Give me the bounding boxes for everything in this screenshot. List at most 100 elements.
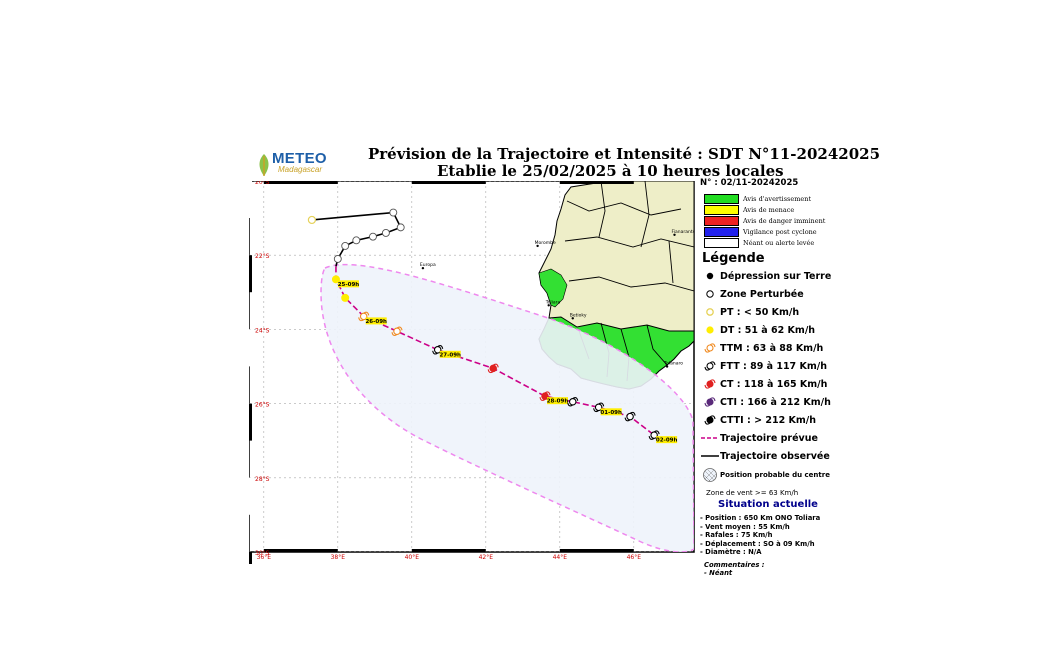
place-label: Betioky — [570, 312, 587, 318]
place-dot — [571, 317, 574, 320]
logo-text: METEO — [272, 150, 327, 167]
legend-label: TTM : 63 à 88 Km/h — [720, 342, 824, 354]
situation-title: Situation actuelle — [718, 499, 818, 510]
observed-position-marker — [389, 208, 398, 217]
place-label: Tolanaro — [663, 361, 683, 367]
yellow-dot-icon — [706, 326, 714, 334]
forecast-time-box — [600, 408, 622, 416]
open-circle-icon — [706, 290, 714, 298]
warning-zone-west — [538, 268, 568, 308]
place-label: Fianarantsoa — [672, 229, 698, 235]
logo-leaf-icon — [259, 154, 269, 176]
alert-row: Néant ou alerte levée — [704, 237, 845, 248]
legend-item: Trajectoire observée — [700, 447, 845, 465]
legend-items: Dépression sur Terre Zone Perturbée PT : <… — [700, 267, 845, 485]
legend-item: Position probable du centre — [700, 465, 845, 485]
lon-tick-label: 42°E — [479, 554, 494, 561]
alert-label: Vigilance post cyclone — [743, 227, 817, 236]
observed-position-marker — [352, 236, 361, 245]
alert-swatch — [704, 193, 739, 204]
legend-label: PT : < 50 Km/h — [720, 306, 800, 318]
place-dot — [536, 244, 539, 248]
forecast-time-box — [337, 280, 359, 288]
alert-swatch — [704, 237, 739, 248]
filled-dot-icon — [706, 272, 714, 280]
observed-position-marker — [381, 228, 390, 237]
forecast-map[interactable]: Europa Morombe Toliara Betioky Tolanaro Fiana… — [249, 181, 697, 564]
place-labels: Europa Morombe Toliara Betioky Tolanaro Fiana… — [420, 229, 698, 368]
border-tick — [411, 181, 486, 184]
forecast-markers: 25-09h 26-09h 27-09h 28-09h 01-09h 02-09h — [307, 208, 677, 444]
lat-tick-label: 26°S — [255, 402, 270, 409]
legend-label: Trajectoire observée — [720, 450, 830, 462]
border-tick — [411, 549, 486, 552]
forecast-time-box — [365, 317, 387, 325]
forecast-time-box — [439, 350, 461, 358]
situation-movement: - Déplacement : SO à 09 Km/h — [700, 539, 815, 548]
cyclone-marker — [432, 345, 444, 355]
place-dot — [547, 304, 550, 307]
forecast-time-label: 01-09h — [600, 410, 622, 416]
comments-value: - Néant — [704, 568, 733, 577]
legend-label: CT : 118 à 165 Km/h — [720, 378, 828, 390]
legend-title: Légende — [702, 251, 765, 266]
legend-item: CTI : 166 à 212 Km/h — [700, 393, 845, 411]
situation-diameter: - Diamètre : N/A — [700, 548, 762, 556]
situation-mean-wind: - Vent moyen : 55 Km/h — [700, 522, 790, 531]
legend-item: Dépression sur Terre — [700, 267, 845, 285]
cyclone-marker — [648, 430, 660, 440]
lon-tick-label: 36°E — [257, 554, 272, 561]
alert-label: Avis de menace — [743, 205, 795, 214]
legend-label: DT : 51 à 62 Km/h — [720, 324, 816, 336]
lon-tick-label: 44°E — [553, 554, 568, 561]
lat-tick-label: 22°S — [255, 253, 270, 260]
lon-tick-label: 38°E — [331, 554, 346, 561]
alert-row: Avis de danger imminent — [704, 215, 845, 226]
axis-tick-labels: 36°E 38°E 40°E 42°E 44°E 46°E 20°S 22°S 24°S 26°S… — [255, 181, 641, 561]
observed-position-marker — [396, 223, 405, 232]
chart-subtitle: Etablie le 25/02/2025 à 10 heures locale… — [437, 162, 784, 180]
border-tick — [249, 477, 252, 515]
border-tick — [249, 552, 252, 564]
lat-tick-label: 20°S — [255, 181, 270, 186]
alert-swatch — [704, 215, 739, 226]
cyclone-orange-open-icon — [704, 343, 716, 353]
cyclone-black-icon — [704, 415, 716, 425]
observed-position-marker — [341, 241, 350, 250]
yellow-ring-icon — [706, 308, 714, 316]
legend-label: CTI : 166 à 212 Km/h — [720, 396, 831, 408]
cyclone-marker — [593, 402, 605, 413]
legend-panel: N° : 02/11-20242025 Avis d'avertissement… — [700, 178, 845, 577]
border-tick — [249, 181, 252, 218]
observed-position-marker — [368, 232, 377, 241]
alert-levels: Avis d'avertissement Avis de menace Avis… — [700, 193, 845, 248]
cyclone-red-icon — [704, 379, 716, 389]
border-tick — [249, 329, 252, 367]
place-dot — [673, 233, 676, 236]
cyclone-purple-icon — [704, 397, 716, 407]
forecast-time-label: 28-09h — [547, 399, 569, 405]
legend-label: Dépression sur Terre — [720, 270, 832, 282]
border-tick — [559, 549, 634, 552]
alert-row: Avis d'avertissement — [704, 193, 845, 204]
place-label: Toliara — [545, 299, 561, 305]
comments-label: Commentaires : — [704, 560, 765, 569]
situation-position: - Position : 650 Km ONO Toliara — [700, 514, 821, 522]
situation-gusts: - Rafales : 75 Km/h — [700, 531, 773, 539]
forecast-time-label: 26-09h — [365, 319, 387, 325]
lon-tick-label: 46°E — [627, 554, 642, 561]
legend-item: FTT : 89 à 117 Km/h — [700, 357, 845, 375]
observed-position-marker — [333, 254, 342, 263]
border-tick — [559, 181, 634, 184]
forecast-time-label: 27-09h — [439, 352, 461, 358]
lon-tick-label: 40°E — [405, 554, 420, 561]
place-label: Europa — [420, 262, 436, 268]
legend-item: Zone Perturbée — [700, 285, 845, 303]
pt-marker — [307, 215, 317, 225]
forecast-time-box — [547, 397, 568, 405]
lat-tick-label: 28°S — [255, 476, 270, 483]
legend-label: Zone Perturbée — [720, 288, 804, 300]
place-label: Morombe — [535, 240, 556, 246]
legend-label: Position probable du centre — [720, 471, 830, 479]
cyclone-black-open-icon — [704, 361, 716, 371]
